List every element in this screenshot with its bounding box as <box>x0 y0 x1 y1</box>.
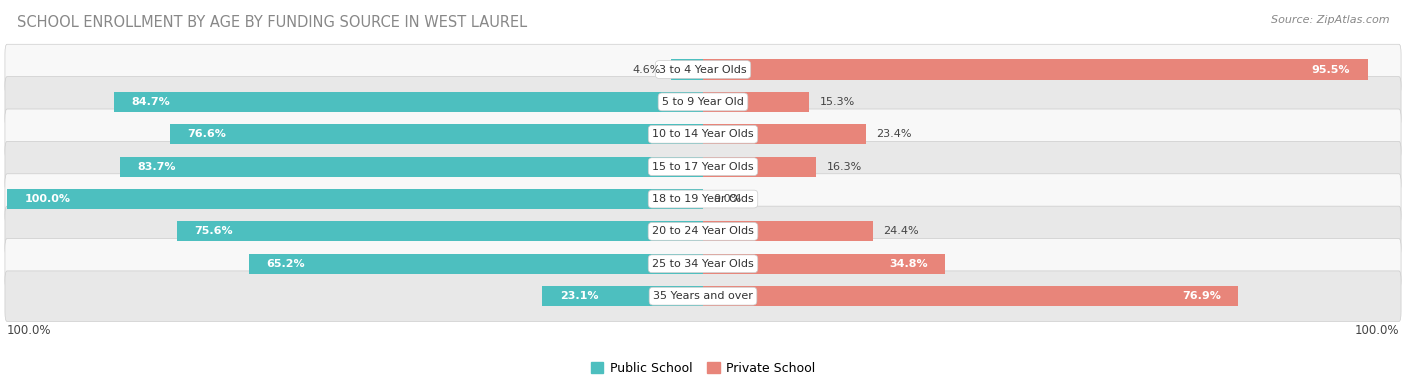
FancyBboxPatch shape <box>6 44 1400 95</box>
Text: 4.6%: 4.6% <box>633 64 661 75</box>
Text: 15 to 17 Year Olds: 15 to 17 Year Olds <box>652 162 754 172</box>
Bar <box>170 124 703 144</box>
Text: 16.3%: 16.3% <box>827 162 862 172</box>
Text: 95.5%: 95.5% <box>1312 64 1350 75</box>
FancyBboxPatch shape <box>6 77 1400 127</box>
Bar <box>703 60 1368 80</box>
Text: 100.0%: 100.0% <box>7 324 52 337</box>
Bar <box>7 189 703 209</box>
FancyBboxPatch shape <box>6 174 1400 224</box>
Bar <box>703 286 1239 306</box>
Text: 5 to 9 Year Old: 5 to 9 Year Old <box>662 97 744 107</box>
Bar <box>703 156 817 177</box>
Bar <box>543 286 703 306</box>
Bar <box>249 254 703 274</box>
Text: 10 to 14 Year Olds: 10 to 14 Year Olds <box>652 129 754 139</box>
Bar <box>703 254 945 274</box>
Bar <box>671 60 703 80</box>
FancyBboxPatch shape <box>6 271 1400 322</box>
Text: 23.1%: 23.1% <box>560 291 598 301</box>
Text: Source: ZipAtlas.com: Source: ZipAtlas.com <box>1271 15 1389 25</box>
Bar <box>114 92 703 112</box>
Text: 3 to 4 Year Olds: 3 to 4 Year Olds <box>659 64 747 75</box>
Text: 24.4%: 24.4% <box>883 227 920 236</box>
Text: 15.3%: 15.3% <box>820 97 855 107</box>
Bar <box>703 92 810 112</box>
Text: 100.0%: 100.0% <box>24 194 70 204</box>
Text: 84.7%: 84.7% <box>131 97 170 107</box>
Text: 0.0%: 0.0% <box>713 194 742 204</box>
Legend: Public School, Private School: Public School, Private School <box>591 362 815 375</box>
Text: 18 to 19 Year Olds: 18 to 19 Year Olds <box>652 194 754 204</box>
Bar <box>703 221 873 241</box>
Text: 100.0%: 100.0% <box>1354 324 1399 337</box>
Text: 25 to 34 Year Olds: 25 to 34 Year Olds <box>652 259 754 269</box>
FancyBboxPatch shape <box>6 141 1400 192</box>
Text: 83.7%: 83.7% <box>138 162 176 172</box>
Text: SCHOOL ENROLLMENT BY AGE BY FUNDING SOURCE IN WEST LAUREL: SCHOOL ENROLLMENT BY AGE BY FUNDING SOUR… <box>17 15 527 30</box>
Text: 76.9%: 76.9% <box>1182 291 1220 301</box>
Text: 35 Years and over: 35 Years and over <box>652 291 754 301</box>
FancyBboxPatch shape <box>6 109 1400 159</box>
Text: 75.6%: 75.6% <box>194 227 233 236</box>
Text: 65.2%: 65.2% <box>267 259 305 269</box>
Text: 23.4%: 23.4% <box>876 129 912 139</box>
FancyBboxPatch shape <box>6 206 1400 257</box>
Text: 34.8%: 34.8% <box>889 259 928 269</box>
Text: 76.6%: 76.6% <box>187 129 226 139</box>
FancyBboxPatch shape <box>6 239 1400 289</box>
Bar <box>177 221 703 241</box>
Bar <box>703 124 866 144</box>
Text: 20 to 24 Year Olds: 20 to 24 Year Olds <box>652 227 754 236</box>
Bar <box>121 156 703 177</box>
